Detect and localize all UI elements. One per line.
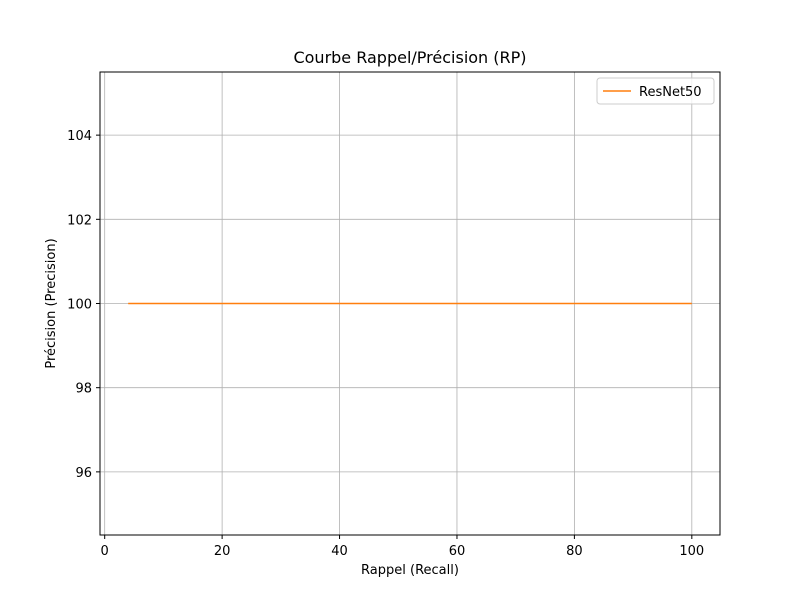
x-tick-label: 100 — [679, 544, 704, 559]
chart-title: Courbe Rappel/Précision (RP) — [293, 48, 526, 67]
legend-box — [596, 77, 715, 105]
x-tick-label: 60 — [449, 544, 466, 559]
y-tick-label: 102 — [67, 213, 92, 228]
y-axis-label: Précision (Precision) — [44, 238, 59, 368]
legend-label: ResNet50 — [639, 85, 702, 100]
legend: ResNet50 — [596, 77, 715, 105]
x-tick-label: 40 — [331, 544, 348, 559]
y-axis-ticks: 96 98 100 102 104 — [67, 129, 100, 481]
x-tick-label: 0 — [101, 544, 109, 559]
x-tick-label: 80 — [566, 544, 583, 559]
x-axis-label: Rappel (Recall) — [361, 563, 459, 578]
y-tick-label: 104 — [67, 129, 92, 144]
x-tick-label: 20 — [214, 544, 231, 559]
y-tick-label: 100 — [67, 298, 92, 313]
y-tick-label: 98 — [75, 382, 92, 397]
y-tick-label: 96 — [75, 466, 92, 481]
x-axis-ticks: 0 20 40 60 80 100 — [101, 535, 704, 559]
